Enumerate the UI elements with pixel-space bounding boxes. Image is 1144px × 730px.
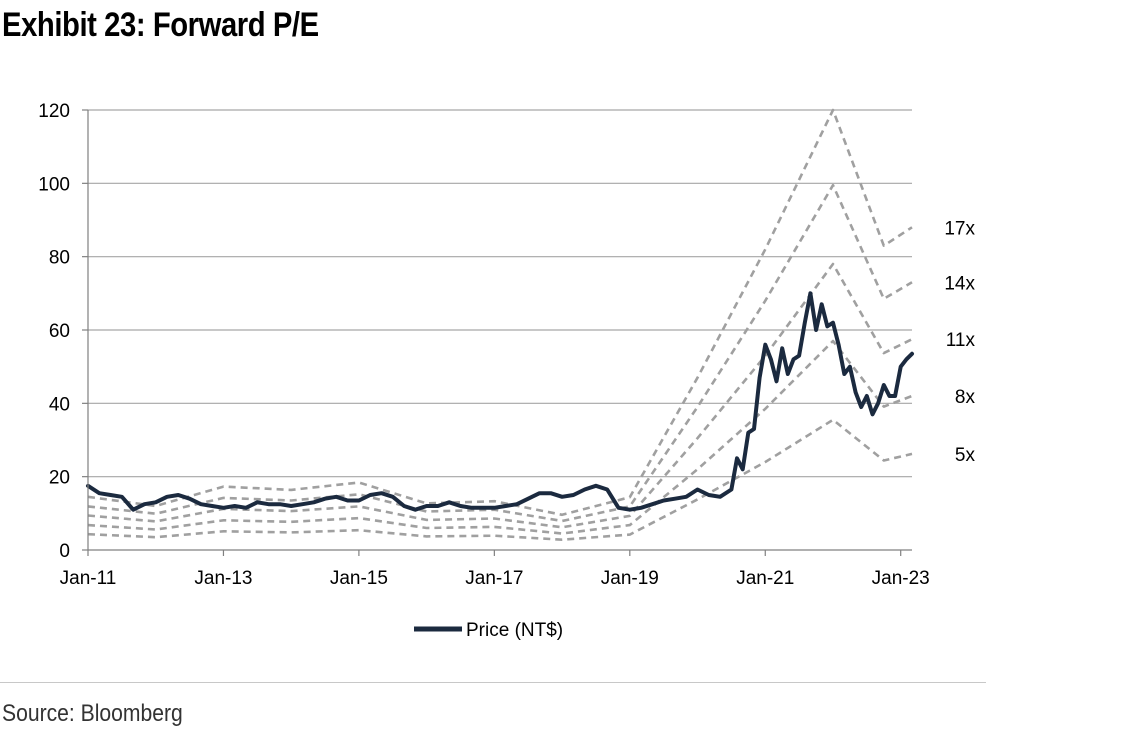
y-tick-label: 100: [38, 174, 70, 195]
band-label-11x: 11x: [946, 330, 976, 351]
pe-band-5x: [87, 418, 913, 542]
x-tick-label: Jan-21: [736, 568, 794, 589]
y-tick-label: 80: [49, 248, 70, 269]
x-axis-ticks: Jan-11 Jan-13 Jan-15 Jan-17 Jan-19 Jan-21 Jan-…: [60, 550, 930, 589]
gridlines: [88, 109, 912, 478]
band-label-14x: 14x: [944, 273, 975, 294]
source-note: Source: Bloomberg: [2, 700, 183, 727]
x-tick-label: Jan-11: [60, 568, 117, 589]
pe-band-11x: [87, 262, 913, 529]
pe-band-8x: [87, 339, 913, 535]
pe-band-17x: [87, 108, 913, 517]
y-axis-ticks: 0 20 40 60 80 100 120: [38, 101, 88, 562]
band-label-5x: 5x: [955, 445, 976, 466]
x-tick-label: Jan-23: [872, 568, 930, 589]
y-tick-label: 40: [49, 394, 70, 415]
band-label-17x: 17x: [944, 218, 975, 239]
x-tick-label: Jan-19: [601, 568, 659, 589]
price-series: [86, 291, 914, 512]
x-tick-label: Jan-17: [465, 568, 523, 589]
y-tick-label: 60: [49, 321, 70, 342]
legend: Price (NT$): [414, 620, 563, 641]
y-tick-label: 0: [59, 541, 70, 562]
legend-label: Price (NT$): [466, 620, 563, 641]
y-tick-label: 20: [49, 468, 70, 489]
price-line: [86, 291, 914, 512]
y-tick-label: 120: [38, 101, 70, 122]
pe-band-lines: [87, 108, 913, 542]
footer-divider: [0, 682, 986, 683]
pe-band-14x: [87, 183, 913, 523]
x-tick-label: Jan-13: [194, 568, 252, 589]
page-title: Exhibit 23: Forward P/E: [2, 6, 319, 44]
band-labels: 17x 14x 11x 8x 5x: [944, 218, 975, 466]
band-label-8x: 8x: [955, 387, 976, 408]
x-tick-label: Jan-15: [330, 568, 388, 589]
forward-pe-chart: 0 20 40 60 80 100 120 Jan-11 Jan-13 Jan-15 Jan-17…: [38, 101, 975, 641]
